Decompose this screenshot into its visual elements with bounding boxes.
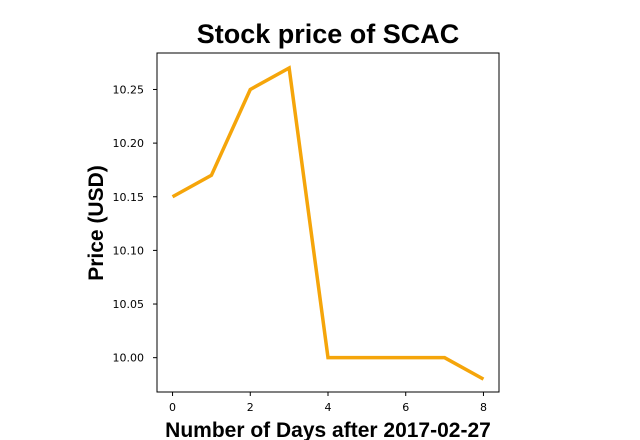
x-tick-label: 2 — [247, 401, 254, 414]
plot-area — [156, 52, 500, 393]
y-tick-label: 10.15 — [113, 191, 145, 204]
x-tick-label: 0 — [169, 401, 176, 414]
x-tick-label: 4 — [325, 401, 332, 414]
x-axis-ticks: 0 2 4 6 8 — [169, 392, 487, 414]
series-layer — [171, 65, 485, 381]
y-tick-label: 10.00 — [113, 352, 145, 365]
plot-frame — [156, 52, 500, 393]
x-axis-label: Number of Days after 2017-02-27 — [165, 419, 491, 440]
y-tick-label: 10.25 — [113, 83, 145, 96]
x-tick-label: 8 — [480, 401, 487, 414]
y-tick-label: 10.05 — [113, 298, 145, 311]
y-tick-label: 10.10 — [113, 244, 145, 257]
y-tick-label: 10.20 — [113, 137, 145, 150]
y-axis-label: Price (USD) — [85, 165, 108, 281]
y-axis-ticks: 10.00 10.05 10.10 10.15 10.20 10.25 — [113, 83, 157, 365]
x-tick-label: 6 — [402, 401, 409, 414]
series-line — [171, 65, 485, 381]
chart-title: Stock price of SCAC — [197, 19, 460, 49]
